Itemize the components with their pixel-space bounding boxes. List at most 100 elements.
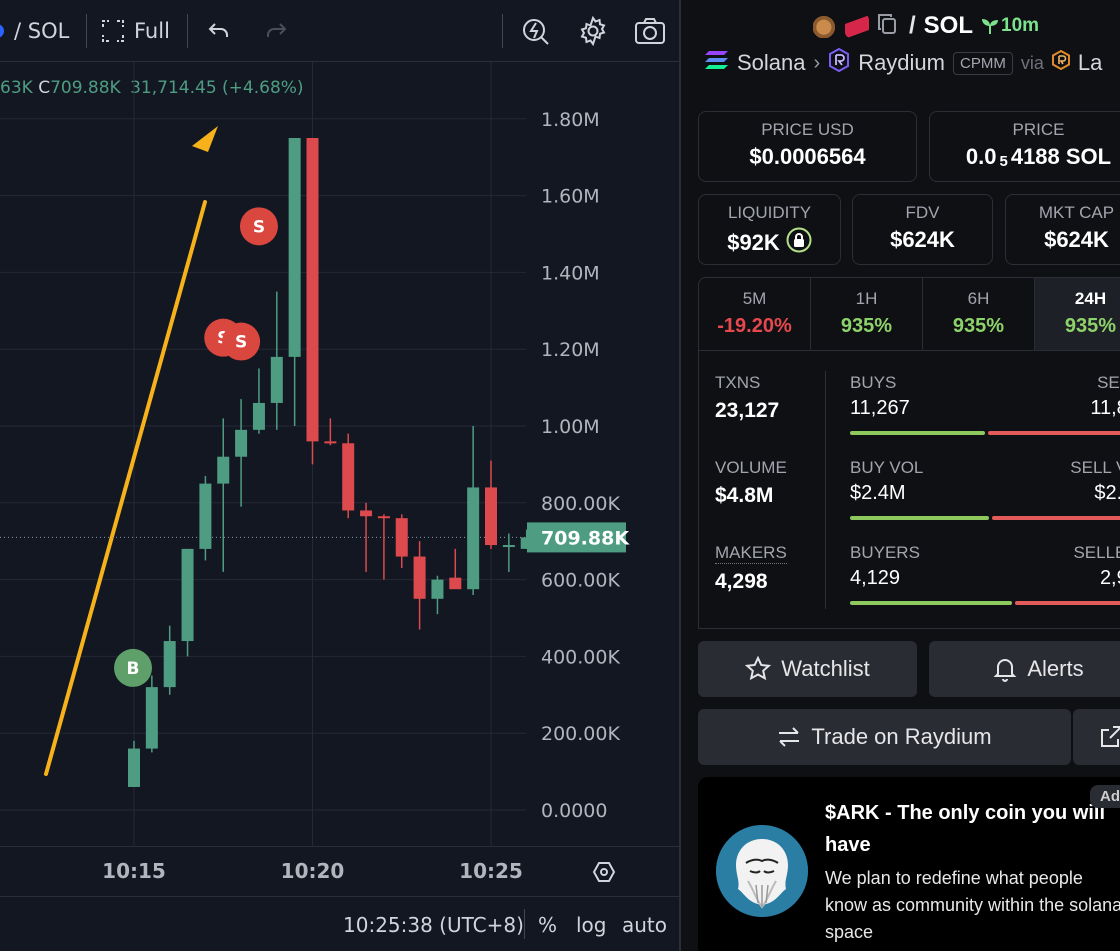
candle-body — [342, 443, 355, 511]
period-tab-6h[interactable]: 6H 935% — [923, 278, 1035, 350]
sellers-ratio-bar — [1015, 601, 1120, 605]
stats-divider — [825, 371, 826, 609]
redo-button[interactable] — [264, 0, 288, 62]
period-change-value: -19.20% — [717, 315, 792, 337]
settings-button[interactable] — [578, 0, 608, 62]
period-tab-1h[interactable]: 1H 935% — [811, 278, 923, 350]
dex-name-link[interactable]: Raydium — [858, 50, 945, 75]
panel-divider[interactable] — [679, 0, 681, 951]
buyers-label: BUYERS — [850, 543, 920, 562]
redo-icon — [267, 23, 287, 37]
candle-body — [306, 138, 319, 442]
via-label: via — [1020, 52, 1044, 73]
liquidity-label: LIQUIDITY — [727, 203, 812, 222]
period-label: 6H — [967, 289, 990, 308]
pair-header: / SOL 10m Solana › Raydium CPMM via — [681, 0, 1120, 92]
txn-stats: TXNS 23,127 VOLUME $4.8M MAKERS 4,298 BU… — [698, 351, 1120, 629]
sell-vol-value: $2.4M — [1094, 482, 1120, 504]
chart-toolbar: / SOL Full — [0, 0, 679, 62]
pool-type-badge: CPMM — [953, 51, 1013, 75]
open-external-button[interactable] — [1073, 709, 1120, 765]
y-axis-tick-label: 1.80M — [541, 109, 600, 131]
copy-address-icon[interactable] — [877, 13, 897, 40]
bottom-divider — [524, 909, 525, 939]
swap-arrows-icon — [779, 727, 800, 747]
candle-body — [360, 510, 373, 517]
time-axis-settings-button[interactable] — [592, 860, 616, 889]
price-native-label: PRICE — [1012, 120, 1065, 139]
ad-card[interactable]: $ARK - The only coin you will have We pl… — [698, 777, 1120, 951]
sells-value: 11,860 — [1090, 397, 1120, 419]
pair-route-row: Solana › Raydium CPMM via La — [705, 47, 1103, 78]
sellers-value: 2,976 — [1099, 567, 1120, 589]
time-axis[interactable]: 10:15 10:20 10:25 — [0, 846, 679, 896]
chart-bottom-bar: 10:25:38 (UTC+8) % log auto — [0, 896, 679, 951]
launchpad-name-link[interactable]: La — [1077, 50, 1103, 75]
period-change-value: 935% — [840, 315, 893, 337]
candle-body — [270, 356, 283, 403]
price-chart[interactable]: 0.0000 200.00K 400.00K 600.00K 800.00K 1.00M 1… — [0, 62, 679, 846]
x-axis-tick-label: 10:25 — [459, 859, 523, 883]
quick-search-button[interactable] — [521, 0, 551, 62]
price-native-card: PRICE 0.0 5 4188 SOL — [929, 111, 1120, 182]
candle-body — [235, 429, 248, 457]
percent-scale-toggle[interactable]: % — [538, 912, 558, 937]
y-axis-tick-label: 1.20M — [541, 339, 600, 361]
watchlist-button[interactable]: Watchlist — [698, 641, 917, 697]
candle-body — [431, 579, 444, 599]
launchpad-logo-icon — [1051, 49, 1070, 76]
undo-button[interactable] — [207, 0, 231, 62]
volume-label: VOLUME — [715, 458, 787, 477]
buy-vol-label: BUY VOL — [850, 458, 924, 477]
price-native-zero-count: 5 — [999, 152, 1008, 170]
candle-body — [467, 487, 480, 590]
volume-value: $4.8M — [715, 484, 774, 507]
trend-arrow-line — [44, 200, 207, 776]
token-logo-icon — [0, 24, 4, 38]
legend-close-value: 709.88K — [50, 78, 121, 98]
trade-button[interactable]: Trade on Raydium — [698, 709, 1071, 765]
makers-label: MAKERS — [715, 543, 787, 564]
timezone-clock[interactable]: 10:25:38 (UTC+8) — [343, 912, 524, 937]
watchlist-label: Watchlist — [781, 656, 870, 681]
period-label: 1H — [855, 289, 878, 308]
fdv-card: FDV $624K — [852, 194, 993, 265]
period-tab-5m[interactable]: 5M -19.20% — [699, 278, 811, 350]
y-axis-tick-label: 800.00K — [541, 493, 620, 515]
last-price-tag — [527, 522, 626, 553]
buy-marker-label: B — [127, 659, 140, 679]
period-tab-24h[interactable]: 24H 935% — [1035, 278, 1120, 350]
buyers-value: 4,129 — [850, 567, 901, 589]
makers-stat[interactable]: MAKERS 4,298 — [715, 543, 787, 594]
log-scale-toggle[interactable]: log — [576, 912, 607, 937]
candle-body — [181, 548, 194, 642]
pair-symbol-button[interactable]: / SOL — [0, 0, 69, 62]
alerts-label: Alerts — [1027, 656, 1084, 681]
candle-body — [128, 748, 140, 787]
chain-name-link[interactable]: Solana — [737, 50, 806, 75]
y-axis-tick-label: 1.00M — [541, 416, 600, 438]
fullscreen-button[interactable]: Full — [102, 0, 170, 62]
period-change-value: 935% — [1064, 315, 1117, 337]
screenshot-button[interactable] — [634, 0, 666, 62]
mcap-label: MKT CAP — [1038, 203, 1115, 222]
makers-value: 4,298 — [715, 570, 768, 593]
y-axis-tick-label: 0.0000 — [541, 800, 607, 822]
candle-body — [449, 577, 462, 590]
txns-stat: TXNS 23,127 — [715, 373, 779, 423]
sells-label: SELLS — [1097, 373, 1120, 392]
candle-body — [288, 138, 301, 357]
star-icon — [745, 656, 772, 681]
price-usd-label: PRICE USD — [761, 120, 854, 139]
fdv-label: FDV — [905, 203, 940, 222]
alerts-button[interactable]: Alerts — [929, 641, 1120, 697]
legend-close-key: C — [38, 78, 51, 98]
buy-marker — [114, 648, 152, 687]
liquidity-value: $92K — [727, 230, 780, 255]
auto-scale-toggle[interactable]: auto — [622, 912, 668, 937]
buys-sells-row: BUYS SELLS 11,267 11,860 — [850, 373, 1120, 420]
gear-icon — [580, 16, 606, 46]
mcap-card: MKT CAP $624K — [1005, 194, 1120, 265]
y-axis-tick-label: 200.00K — [541, 723, 620, 745]
lock-icon[interactable] — [786, 227, 812, 259]
